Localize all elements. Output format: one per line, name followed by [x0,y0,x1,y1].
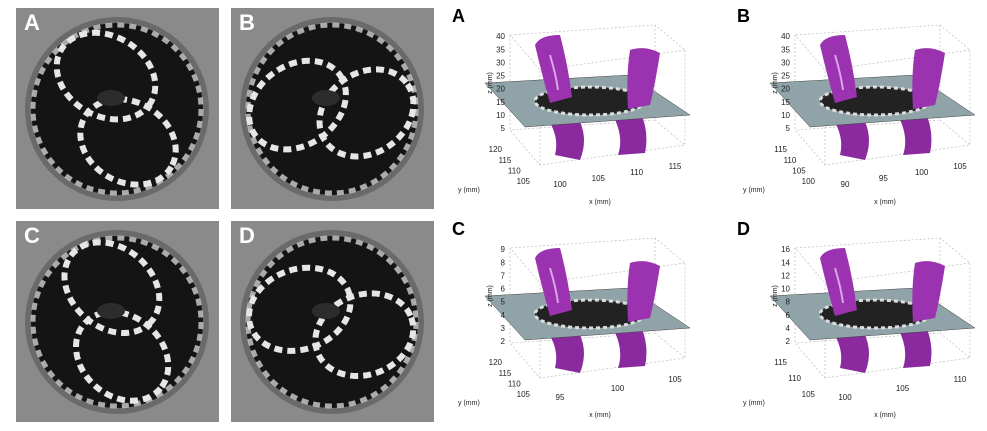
z-tick-label: 25 [781,72,790,81]
y-tick-label: 105 [792,166,806,175]
z-tick-label: 20 [496,85,505,94]
x-tick-label: 100 [553,180,567,189]
z-tick-label: 5 [786,124,791,133]
z-tick-label: 10 [496,111,505,120]
x-tick-label: 115 [669,162,682,171]
y-tick-label: 110 [784,156,797,165]
panel-label: B [737,6,750,26]
x-tick-label: 105 [668,375,682,384]
z-tick-label: 10 [781,111,790,120]
x-axis-label: x (mm) [589,412,611,419]
z-tick-label: 6 [786,311,791,320]
y-axis-label: y (mm) [458,187,480,194]
z-axis-label: z (mm) [772,285,779,307]
z-tick-label: 9 [501,245,506,254]
panel-label: D [737,219,750,239]
y-tick-label: 115 [499,156,512,165]
x-tick-label: 95 [556,393,565,402]
panel-label: B [239,10,255,35]
z-axis-label: z (mm) [487,285,494,307]
z-tick-label: 35 [496,45,505,54]
z-tick-label: 20 [781,85,790,94]
image-panel: B [231,8,434,209]
x-axis-label: x (mm) [589,199,611,206]
z-tick-label: 4 [786,324,791,333]
z-tick-label: 15 [781,98,790,107]
y-tick-label: 105 [517,177,531,186]
z-tick-label: 14 [781,258,790,267]
z-tick-label: 6 [501,285,506,294]
y-tick-label: 110 [508,166,521,175]
panel-label: D [239,223,255,248]
y-axis-label: y (mm) [743,187,765,194]
image-panel: D [231,221,434,422]
y-tick-label: 115 [774,145,787,154]
speckle [312,303,340,319]
x-tick-label: 105 [592,174,606,183]
x-axis-label: x (mm) [874,199,896,206]
z-tick-label: 40 [496,32,505,41]
y-tick-label: 105 [517,390,531,399]
y-tick-label: 105 [802,390,816,399]
z-tick-label: 8 [501,258,506,267]
z-tick-label: 30 [496,58,505,67]
plot-panel: Dz (mm)y (mm)x (mm)161412108642115110105… [737,219,975,419]
y-axis-label: y (mm) [458,400,480,407]
z-tick-label: 15 [496,98,505,107]
z-tick-label: 30 [781,58,790,67]
y-tick-label: 115 [774,358,787,367]
y-tick-label: 120 [489,358,503,367]
x-tick-label: 95 [879,174,888,183]
plot-panel: Az (mm)y (mm)x (mm)403530252015105120115… [452,6,690,206]
image-panel: A [16,8,219,209]
z-tick-label: 10 [781,285,790,294]
speckle [312,90,340,106]
speckle [97,90,125,106]
z-tick-label: 5 [501,124,506,133]
x-tick-label: 90 [841,180,850,189]
y-tick-label: 110 [508,379,521,388]
z-axis-label: z (mm) [772,72,779,94]
x-tick-label: 110 [630,168,643,177]
plot-panel: Bz (mm)y (mm)x (mm)403530252015105115110… [737,6,975,206]
z-tick-label: 2 [786,337,791,346]
figure: ABCDAz (mm)y (mm)x (mm)40353025201510512… [0,0,987,431]
x-tick-label: 100 [915,168,929,177]
y-tick-label: 100 [802,177,816,186]
z-tick-label: 3 [501,324,506,333]
y-tick-label: 110 [788,374,801,383]
x-tick-label: 105 [896,384,910,393]
z-tick-label: 7 [501,271,506,280]
z-tick-label: 2 [501,337,506,346]
y-axis-label: y (mm) [743,400,765,407]
x-tick-label: 100 [838,393,852,402]
z-tick-label: 35 [781,45,790,54]
z-tick-label: 4 [501,311,506,320]
z-tick-label: 5 [501,298,506,307]
y-tick-label: 120 [489,145,503,154]
speckle [97,303,125,319]
z-tick-label: 16 [781,245,790,254]
x-tick-label: 105 [953,162,967,171]
z-tick-label: 25 [496,72,505,81]
z-tick-label: 40 [781,32,790,41]
x-tick-label: 100 [611,384,625,393]
y-tick-label: 115 [499,369,512,378]
panel-label: C [24,223,40,248]
panel-label: C [452,219,465,239]
panel-label: A [452,6,465,26]
z-axis-label: z (mm) [487,72,494,94]
z-tick-label: 12 [781,271,790,280]
panel-label: A [24,10,40,35]
image-panel: C [16,221,219,422]
x-tick-label: 110 [954,375,967,384]
z-tick-label: 8 [786,298,791,307]
x-axis-label: x (mm) [874,412,896,419]
